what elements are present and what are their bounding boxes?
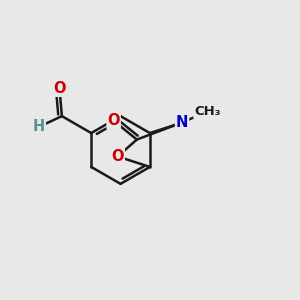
Text: CH₃: CH₃ [194,105,221,118]
Text: O: O [53,81,66,96]
Text: H: H [33,119,45,134]
Text: N: N [176,115,188,130]
Text: O: O [111,149,124,164]
Text: O: O [107,113,120,128]
